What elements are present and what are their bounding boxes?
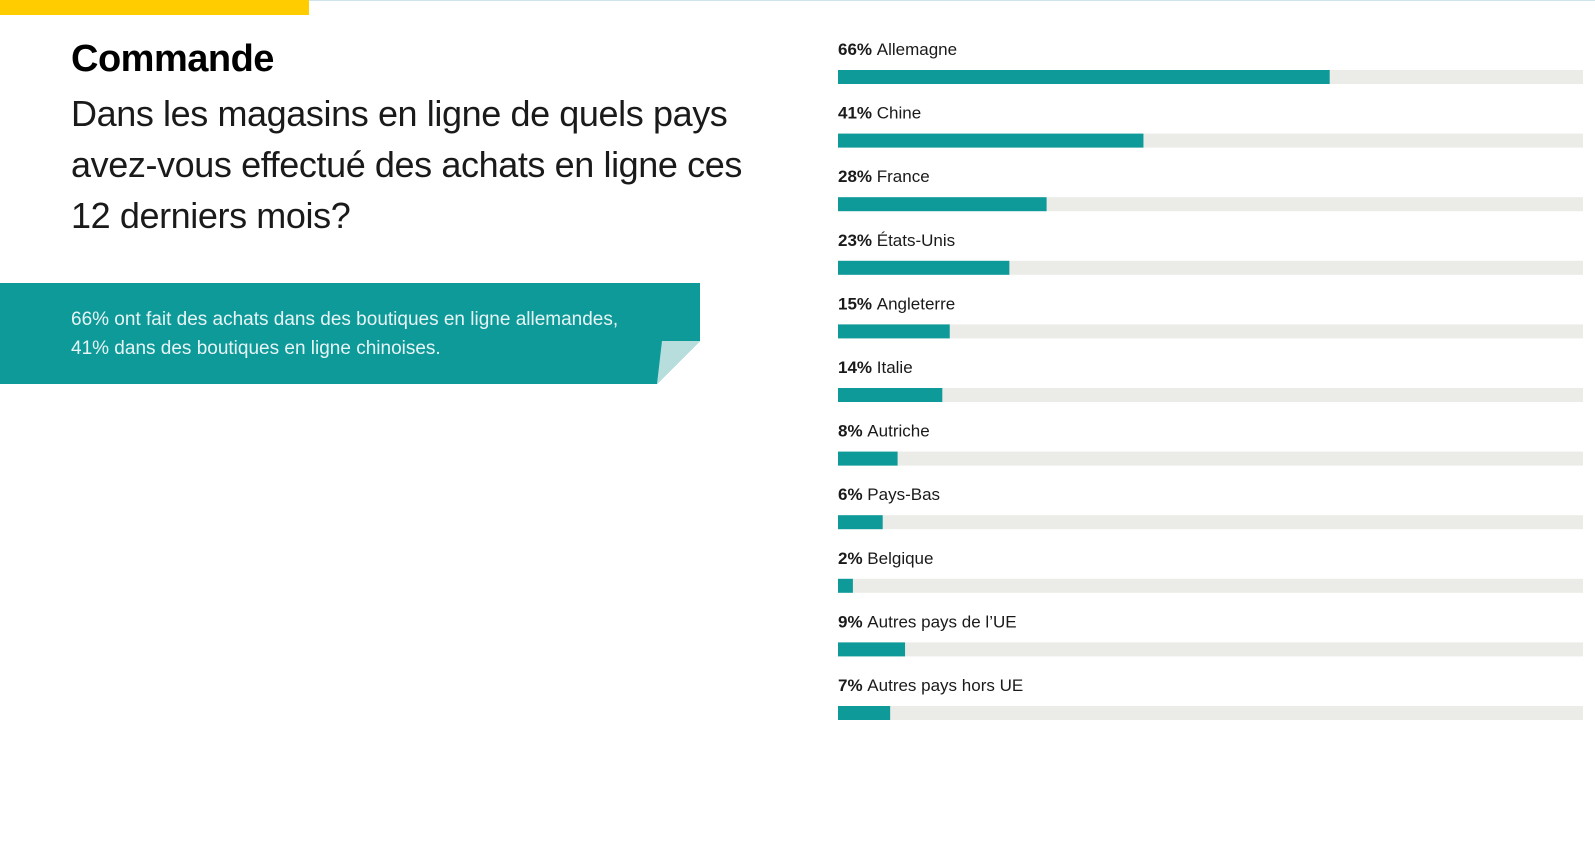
bar-row: 41% Chine <box>838 104 1583 148</box>
bar-category-label: États-Unis <box>877 231 955 250</box>
bar-label: 7% Autres pays hors UE <box>838 676 1023 695</box>
bar-row: 7% Autres pays hors UE <box>838 676 1583 720</box>
callout-line-1: 66% ont fait des achats dans des boutiqu… <box>71 309 619 330</box>
bar-label: 41% Chine <box>838 104 921 123</box>
bar-category-label: Autres pays de l’UE <box>867 612 1016 631</box>
bar-label: 2% Belgique <box>838 549 933 568</box>
bar-track <box>838 515 1583 530</box>
bar-row: 15% Angleterre <box>838 294 1583 339</box>
question-text: Dans les magasins en ligne de quels pays… <box>71 93 742 236</box>
callout-background <box>0 283 700 384</box>
bar-track <box>838 578 1583 593</box>
bar <box>838 515 883 530</box>
bar <box>838 388 943 402</box>
bar-category-label: Italie <box>877 358 913 377</box>
bar-value-label: 23% <box>838 231 877 250</box>
bar-category-label: Autriche <box>867 422 929 441</box>
bar <box>838 578 853 593</box>
bar-category-label: Belgique <box>867 549 933 568</box>
bar <box>838 133 1144 148</box>
bar-label: 14% Italie <box>838 358 913 377</box>
bar-row: 8% Autriche <box>838 422 1583 466</box>
bar-category-label: France <box>877 167 930 186</box>
bar-value-label: 66% <box>838 40 877 59</box>
bar <box>838 706 891 720</box>
bar-track <box>838 324 1583 339</box>
bar-label: 23% États-Unis <box>838 231 955 250</box>
bar-value-label: 8% <box>838 422 867 441</box>
bar-category-label: Chine <box>877 104 921 123</box>
bar-track <box>838 451 1583 466</box>
bar-label: 6% Pays-Bas <box>838 485 940 504</box>
callout-text: 66% ont fait des achats dans des boutiqu… <box>71 305 671 363</box>
bar-value-label: 7% <box>838 676 867 695</box>
bar <box>838 642 906 657</box>
bar-value-label: 2% <box>838 549 867 568</box>
bar-value-label: 9% <box>838 612 867 631</box>
page-fold-icon <box>657 341 700 384</box>
top-divider <box>0 0 1595 1</box>
bar-label: 66% Allemagne <box>838 40 957 59</box>
bar-label: 9% Autres pays de l’UE <box>838 612 1017 631</box>
bar <box>838 197 1047 212</box>
bar-value-label: 14% <box>838 358 877 377</box>
bar-category-label: Pays-Bas <box>867 485 940 504</box>
bar-value-label: 15% <box>838 294 877 313</box>
bar-track <box>838 260 1583 275</box>
bar-row: 2% Belgique <box>838 549 1583 593</box>
bar-chart: 66% Allemagne 41% Chine 28% France 23% État… <box>838 40 1583 720</box>
callout-line-2: 41% dans des boutiques en ligne chinoise… <box>71 338 441 359</box>
bar-track <box>838 642 1583 657</box>
bar-track <box>838 388 1583 402</box>
bar-row: 23% États-Unis <box>838 231 1583 275</box>
bar <box>838 260 1010 275</box>
bar-row: 28% France <box>838 167 1583 212</box>
accent-bar <box>0 0 309 15</box>
bar-value-label: 28% <box>838 167 877 186</box>
bar-label: 8% Autriche <box>838 422 930 441</box>
bar-track <box>838 706 1583 720</box>
bar-value-label: 41% <box>838 104 877 123</box>
bar-label: 28% France <box>838 167 930 186</box>
bar-category-label: Allemagne <box>877 40 957 59</box>
bar-label: 15% Angleterre <box>838 294 955 313</box>
bar <box>838 324 950 339</box>
bar-row: 6% Pays-Bas <box>838 485 1583 530</box>
callout-banner: 66% ont fait des achats dans des boutiqu… <box>0 283 700 384</box>
bar-value-label: 6% <box>838 485 867 504</box>
bar-row: 9% Autres pays de l’UE <box>838 612 1583 657</box>
section-title: Commande <box>71 38 274 80</box>
bar-row: 14% Italie <box>838 358 1583 402</box>
bar-category-label: Angleterre <box>877 294 955 313</box>
bar <box>838 70 1330 84</box>
bar-category-label: Autres pays hors UE <box>867 676 1023 695</box>
bar-row: 66% Allemagne <box>838 40 1583 84</box>
bar <box>838 451 898 466</box>
